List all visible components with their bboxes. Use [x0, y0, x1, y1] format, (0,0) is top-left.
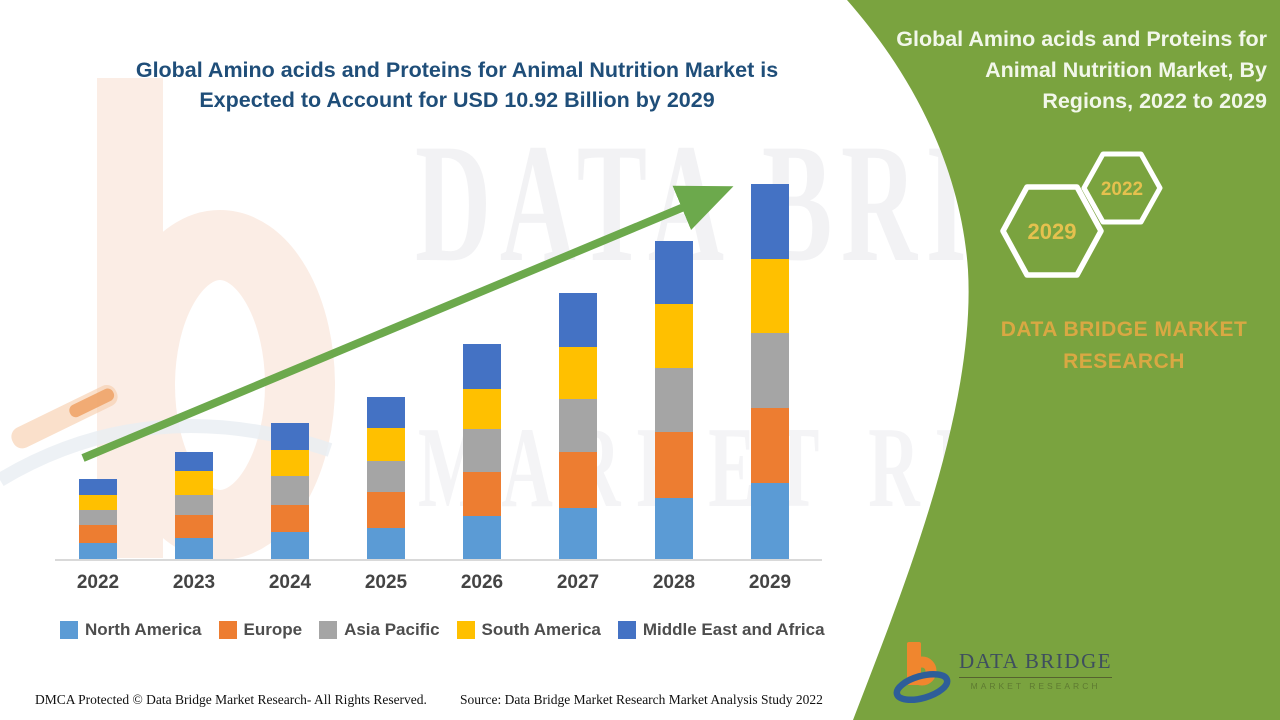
segment-europe	[559, 452, 597, 509]
segment-europe	[463, 471, 501, 516]
legend-label: Europe	[243, 620, 303, 639]
brand-text: DATA BRIDGE MARKET RESEARCH	[985, 314, 1263, 378]
footer-logo-subtitle: MARKET RESEARCH	[970, 681, 1101, 691]
segment-middle-east-and-africa	[79, 478, 117, 495]
segment-south-america	[751, 258, 789, 334]
segment-europe	[175, 515, 213, 539]
x-axis-label-2025: 2025	[364, 572, 408, 593]
segment-asia-pacific	[559, 399, 597, 453]
segment-europe	[271, 505, 309, 533]
segment-middle-east-and-africa	[367, 397, 405, 428]
segment-north-america	[175, 538, 213, 559]
x-axis-label-2022: 2022	[76, 572, 120, 593]
segment-middle-east-and-africa	[463, 344, 501, 389]
legend-item-north-america: North America	[60, 620, 202, 640]
segment-europe	[79, 525, 117, 543]
segment-asia-pacific	[751, 333, 789, 408]
bar-2028	[655, 241, 693, 559]
footer-logo-name: DATA BRIDGE	[959, 649, 1113, 678]
segment-asia-pacific	[175, 495, 213, 516]
x-axis-label-2024: 2024	[268, 572, 312, 593]
trend-arrow	[81, 185, 734, 462]
legend: North America Europe Asia Pacific South Ame…	[60, 620, 825, 640]
legend-item-asia-pacific: Asia Pacific	[319, 620, 440, 640]
segment-north-america	[655, 498, 693, 559]
panel-title-line1: Global Amino acids and Proteins for	[896, 27, 1267, 51]
x-axis-label-2026: 2026	[460, 572, 504, 593]
legend-swatch	[456, 621, 475, 639]
segment-middle-east-and-africa	[175, 452, 213, 472]
segment-north-america	[751, 483, 789, 559]
source-text: Source: Data Bridge Market Research Mark…	[460, 692, 823, 707]
data-bridge-logo-icon	[893, 642, 951, 704]
legend-swatch	[617, 621, 636, 639]
legend-item-south-america: South America	[456, 620, 601, 640]
segment-north-america	[79, 542, 117, 559]
segment-middle-east-and-africa	[751, 184, 789, 259]
segment-asia-pacific	[655, 367, 693, 433]
chart-title-line2: Expected to Account for USD 10.92 Billio…	[199, 88, 715, 112]
chart-title: Global Amino acids and Proteins for Anim…	[72, 55, 842, 115]
x-axis-label-2029: 2029	[748, 572, 792, 593]
segment-asia-pacific	[463, 429, 501, 472]
legend-label: Asia Pacific	[344, 620, 440, 639]
segment-middle-east-and-africa	[271, 423, 309, 451]
bar-2029	[751, 184, 789, 559]
bars-layer	[55, 165, 822, 559]
brand-line2: RESEARCH	[1063, 350, 1185, 373]
legend-item-middle-east-and-africa: Middle East and Africa	[617, 620, 825, 640]
panel-title-line2: Animal Nutrition Market, By	[985, 58, 1267, 82]
legend-swatch	[218, 621, 237, 639]
segment-europe	[751, 407, 789, 484]
segment-south-america	[559, 347, 597, 400]
segment-asia-pacific	[367, 460, 405, 493]
segment-south-america	[271, 450, 309, 476]
x-axis-label-2023: 2023	[172, 572, 216, 593]
bar-2022	[79, 478, 117, 559]
segment-south-america	[463, 388, 501, 430]
segment-south-america	[79, 494, 117, 511]
panel-title: Global Amino acids and Proteins for Anim…	[847, 24, 1267, 117]
plot-area	[55, 165, 822, 561]
legend-swatch	[319, 621, 338, 639]
segment-north-america	[559, 508, 597, 559]
legend-label: Middle East and Africa	[642, 620, 825, 639]
footer-logo-text: DATA BRIDGE MARKET RESEARCH	[959, 649, 1113, 691]
legend-swatch	[60, 621, 78, 639]
segment-north-america	[271, 532, 309, 559]
footer-logo: DATA BRIDGE MARKET RESEARCH	[893, 641, 1113, 705]
dmca-text: DMCA Protected © Data Bridge Market Rese…	[35, 692, 427, 707]
chart-title-line1: Global Amino acids and Proteins for Anim…	[135, 58, 779, 82]
legend-label: North America	[85, 620, 202, 639]
bar-2023	[175, 452, 213, 559]
segment-asia-pacific	[271, 475, 309, 506]
legend-item-europe: Europe	[218, 620, 303, 640]
hexagon-year-2022: 2022	[1101, 179, 1143, 200]
panel-title-line3: Regions, 2022 to 2029	[1042, 89, 1267, 113]
segment-south-america	[655, 303, 693, 368]
segment-north-america	[367, 528, 405, 559]
segment-middle-east-and-africa	[559, 293, 597, 348]
segment-middle-east-and-africa	[655, 241, 693, 304]
x-axis-labels: 2022 2023 2024 2025 2026 2027 2028 2029	[55, 572, 825, 598]
bar-2026	[463, 344, 501, 559]
segment-europe	[367, 492, 405, 529]
bar-2027	[559, 293, 597, 559]
segment-south-america	[367, 427, 405, 461]
hexagon-year-2029: 2029	[1028, 219, 1077, 244]
bar-2024	[271, 423, 309, 559]
x-axis-label-2027: 2027	[556, 572, 600, 593]
year-hexagons: 2022 2029	[1000, 151, 1163, 278]
x-axis-label-2028: 2028	[652, 572, 696, 593]
bar-2025	[367, 397, 405, 559]
segment-europe	[655, 432, 693, 499]
legend-label: South America	[481, 620, 601, 639]
segment-asia-pacific	[79, 510, 117, 526]
segment-south-america	[175, 471, 213, 496]
segment-north-america	[463, 515, 501, 559]
brand-line1: DATA BRIDGE MARKET	[1000, 318, 1248, 341]
